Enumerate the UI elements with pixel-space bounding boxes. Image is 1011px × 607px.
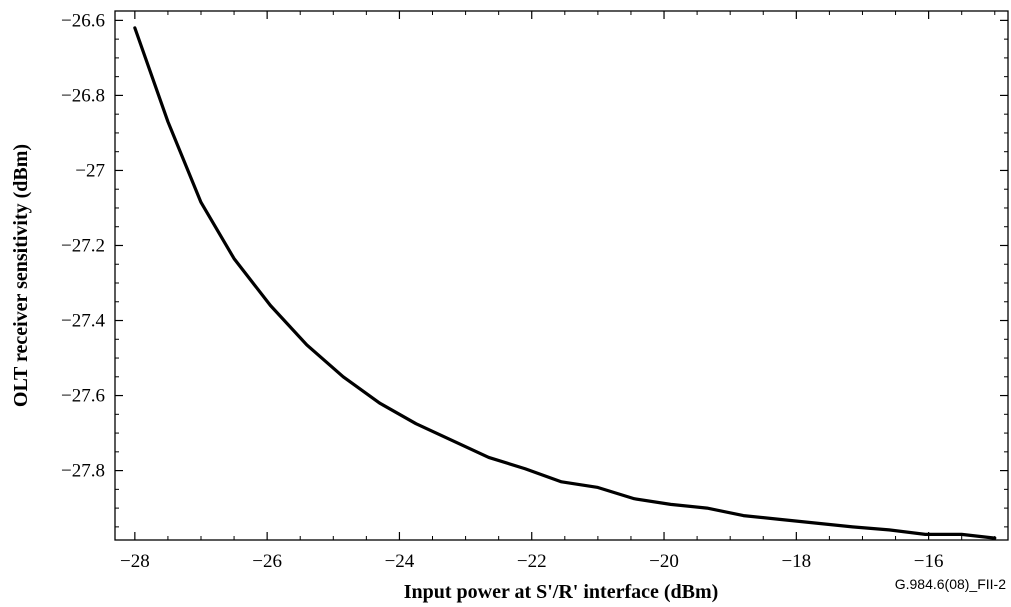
tick-labels: −28 −26 −24 −22 −20 −18 −16 −26.6 −26.8 −27 −27.2 −… bbox=[61, 10, 943, 572]
y-tick-label: −26.8 bbox=[61, 85, 105, 106]
x-tick-label: −18 bbox=[781, 551, 811, 572]
y-tick-label: −27.6 bbox=[61, 386, 105, 407]
series-line bbox=[133, 26, 997, 540]
y-tick-label: −27.2 bbox=[61, 235, 105, 256]
x-tick-label: −20 bbox=[649, 551, 679, 572]
x-tick-label: −24 bbox=[385, 551, 415, 572]
y-tick-label: −27 bbox=[75, 160, 105, 181]
y-tick-label: −26.6 bbox=[61, 10, 105, 31]
y-tick-label: −27.8 bbox=[61, 461, 105, 482]
ticks bbox=[115, 11, 1008, 540]
y-axis-title: OLT receiver sensitivity (dBm) bbox=[10, 144, 32, 407]
x-axis-title: Input power at S'/R' interface (dBm) bbox=[404, 581, 719, 603]
figure-id: G.984.6(08)_FII-2 bbox=[895, 576, 1006, 592]
plot-frame bbox=[114, 10, 1009, 541]
x-tick-label: −26 bbox=[252, 551, 282, 572]
x-tick-label: −16 bbox=[914, 551, 944, 572]
x-tick-label: −22 bbox=[517, 551, 547, 572]
y-tick-label: −27.4 bbox=[61, 311, 105, 332]
x-tick-label: −28 bbox=[120, 551, 150, 572]
